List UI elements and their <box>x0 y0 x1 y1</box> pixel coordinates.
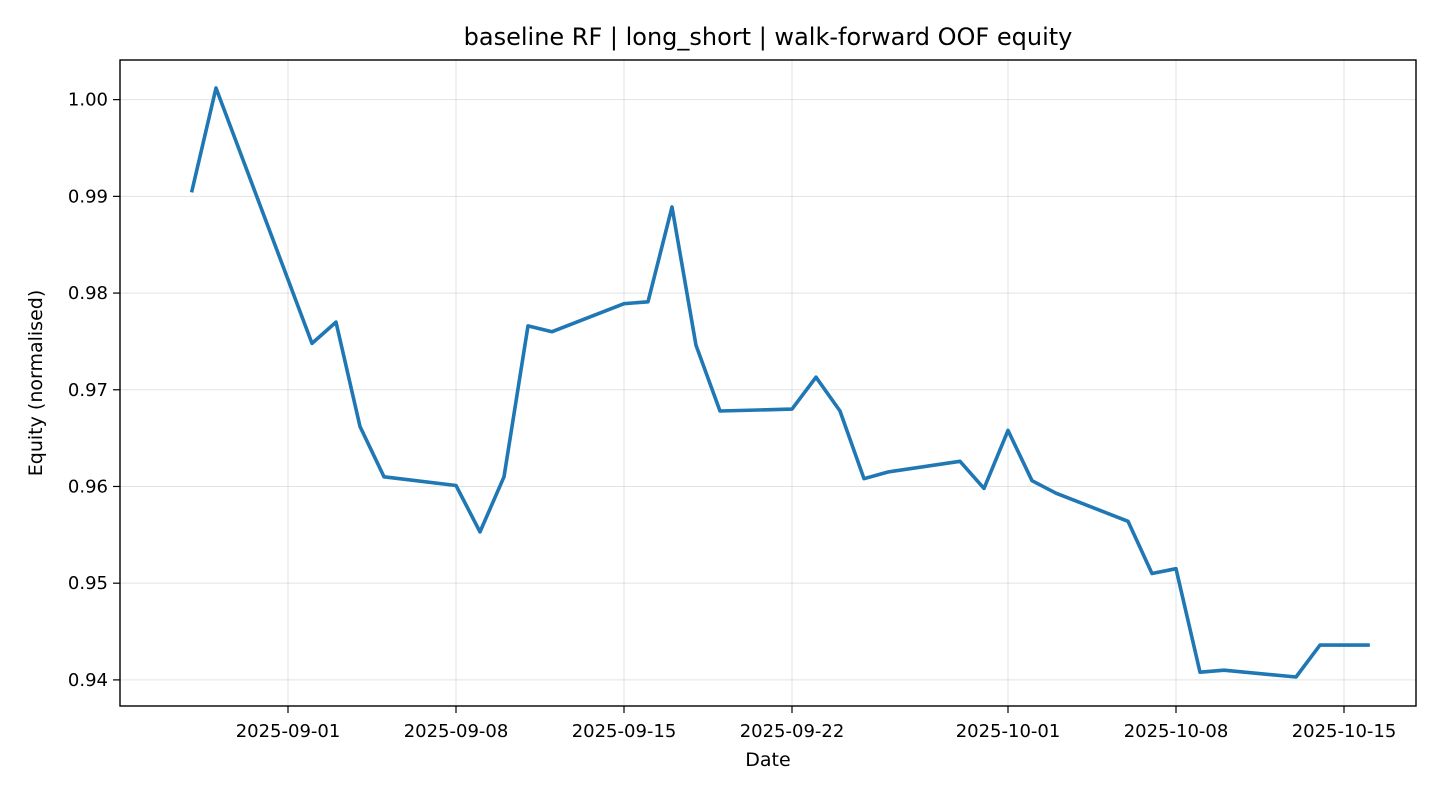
x-tick-label: 2025-09-22 <box>740 721 845 742</box>
x-tick-label: 2025-09-08 <box>404 721 509 742</box>
y-tick-label: 0.94 <box>68 670 108 691</box>
grid-layer <box>120 60 1416 706</box>
y-axis-label: Equity (normalised) <box>25 290 47 476</box>
y-tick-label: 0.95 <box>68 573 108 594</box>
tick-layer: 2025-09-01 2025-09-08 2025-09-15 2025-09-22… <box>68 90 1396 742</box>
x-axis-label: Date <box>745 749 790 771</box>
x-tick-label: 2025-09-15 <box>572 721 677 742</box>
y-tick-label: 0.98 <box>68 283 108 304</box>
chart-title: baseline RF | long_short | walk-forward … <box>464 23 1073 51</box>
x-tick-label: 2025-10-08 <box>1124 721 1229 742</box>
y-tick-label: 0.97 <box>68 380 108 401</box>
x-tick-label: 2025-09-01 <box>236 721 341 742</box>
y-tick-label: 1.00 <box>68 90 108 111</box>
equity-series-line <box>189 86 1370 679</box>
y-tick-label: 0.99 <box>68 186 108 207</box>
x-tick-label: 2025-10-01 <box>956 721 1061 742</box>
x-tick-label: 2025-10-15 <box>1292 721 1397 742</box>
series-layer <box>189 86 1370 679</box>
plot-frame <box>119 59 1417 707</box>
y-tick-label: 0.96 <box>68 476 108 497</box>
